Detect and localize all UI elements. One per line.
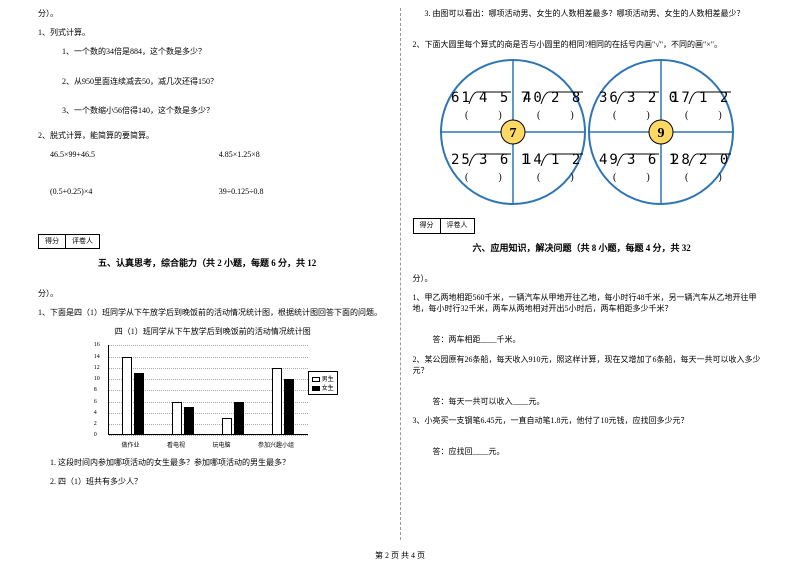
problem-circle: 36 3 2 0 ( ) 17 1 2 8 ( ) 49 3 6 1 ( ) 2… [587, 58, 735, 206]
bar-group [272, 368, 294, 436]
x-label: 玩电脑 [212, 440, 230, 449]
score-box: 得分 评卷人 [413, 218, 475, 234]
svg-text:1 2 8: 1 2 8 [551, 152, 587, 168]
svg-text:( ): ( ) [537, 172, 574, 183]
svg-text:1 2 8: 1 2 8 [699, 90, 735, 106]
p1: 1、甲乙两地相距560千米，一辆汽车从甲地开往乙地，每小时行48千米，另一辆汽车… [413, 292, 763, 314]
score-label: 得分 [39, 235, 66, 249]
p3: 3、小亮买一支钢笔6.45元，一直自动笔1.8元，他付了10元钱，应找回多少元？ [413, 415, 763, 426]
svg-text:( ): ( ) [465, 110, 502, 121]
y-tick: 14 [94, 354, 100, 360]
q2-row1: 46.5×99+46.5 4.85×1.25×8 [38, 149, 388, 160]
legend-boy-swatch [312, 377, 320, 382]
bar-boy [172, 402, 182, 436]
grader-label: 评卷人 [441, 219, 474, 233]
bar-boy [272, 368, 282, 436]
svg-text:( ): ( ) [613, 172, 650, 183]
bar-girl [234, 402, 244, 436]
p3-ans: 答：应找回____元。 [433, 446, 763, 457]
bar-boy [122, 357, 132, 436]
page-footer: 第 2 页 共 4 页 [0, 550, 800, 561]
division-problem: 61 4 5 7 ( ) [451, 90, 531, 121]
left-column: 分）。 1、列式计算。 1、一个数的34倍是884，这个数是多少？ 2、从950… [30, 8, 396, 540]
l1-sub2: 2. 四（1）班共有多少人？ [38, 476, 388, 487]
svg-text:( ): ( ) [685, 110, 722, 121]
r3: 3. 由图可以看出：哪项活动男、女生的人数相差最多？哪项活动男、女生的人数相差最… [413, 8, 763, 19]
y-tick: 16 [94, 342, 100, 348]
legend-girl-label: 女生 [322, 386, 334, 392]
expr-c: (0.5+0.25)×4 [50, 186, 219, 197]
q2: 2、脱式计算，能简算的要简算。 [38, 130, 388, 141]
score-label: 得分 [414, 219, 441, 233]
section-5-tail: 分）。 [38, 288, 388, 299]
division-problem: 17 1 2 8 ( ) [671, 90, 735, 121]
l1-text: 1、下面是四（1）班同学从下午放学后到晚饭前的活动情况统计图，根据统计图回答下面… [38, 307, 388, 318]
expr-a: 46.5×99+46.5 [50, 149, 219, 160]
bar-girl [284, 379, 294, 435]
bar-group [172, 402, 194, 436]
problem-circle: 61 4 5 7 ( ) 40 2 8 1 ( ) 25 3 6 1 ( ) 1… [439, 58, 587, 206]
division-problem: 49 3 6 1 ( ) [599, 152, 679, 183]
rq2: 2、下面大圆里每个算式的商是否与小圆里的相同?相同的在括号内画"√"，不同的画"… [413, 39, 763, 50]
division-problem: 40 2 8 1 ( ) [523, 90, 587, 121]
prev-tail: 分）。 [38, 8, 388, 19]
p2: 2、某公园原有26条船，每天收入910元，照这样计算，现在又增加了6条船，每天一… [413, 354, 763, 376]
center-value: 7 [510, 126, 517, 141]
q1: 1、列式计算。 [38, 27, 388, 38]
bar-boy [222, 418, 232, 435]
chart-title: 四（1）班同学从下午放学后到晚饭前的活动情况统计图 [38, 326, 388, 337]
x-label: 看电视 [167, 440, 185, 449]
y-tick: 12 [94, 365, 100, 371]
division-problem: 36 3 2 0 ( ) [599, 90, 679, 121]
y-tick: 0 [94, 432, 97, 438]
x-label: 参加兴趣小组 [258, 440, 294, 449]
svg-text:( ): ( ) [613, 110, 650, 121]
division-problem: 14 1 2 8 ( ) [523, 152, 587, 183]
legend-girl-swatch [312, 386, 320, 391]
y-tick: 8 [94, 387, 97, 393]
q1-1: 1、一个数的34倍是884，这个数是多少？ [38, 46, 388, 57]
section-6-title: 六、应用知识，解决问题（共 8 小题，每题 4 分，共 32 [413, 242, 763, 255]
column-divider [400, 8, 401, 540]
bar-girl [134, 373, 144, 435]
score-box: 得分 评卷人 [38, 234, 100, 250]
svg-text:( ): ( ) [685, 172, 722, 183]
q2-row2: (0.5+0.25)×4 39÷0.125÷0.8 [38, 186, 388, 197]
bar-girl [184, 407, 194, 435]
bar-group [222, 402, 244, 436]
p1-ans: 答：两车相距____千米。 [433, 334, 763, 345]
y-tick: 2 [94, 421, 97, 427]
page: 分）。 1、列式计算。 1、一个数的34倍是884，这个数是多少？ 2、从950… [0, 0, 800, 540]
circles-figure: 61 4 5 7 ( ) 40 2 8 1 ( ) 25 3 6 1 ( ) 1… [413, 58, 763, 208]
l1-sub1: 1. 这段时间内参加哪项活动的女生最多？参加哪项活动的男生最多？ [38, 457, 388, 468]
svg-text:2 8 1: 2 8 1 [551, 90, 587, 106]
right-column: 3. 由图可以看出：哪项活动男、女生的人数相差最多？哪项活动男、女生的人数相差最… [405, 8, 771, 540]
chart-container: 四（1）班同学从下午放学后到晚饭前的活动情况统计图 做作业 看电视 玩电脑 参加兴趣小… [38, 326, 388, 453]
score-row-6: 得分 评卷人 [413, 218, 763, 234]
division-problem: 25 3 6 1 ( ) [451, 152, 531, 183]
svg-text:( ): ( ) [537, 110, 574, 121]
svg-text:( ): ( ) [465, 172, 502, 183]
y-tick: 10 [94, 376, 100, 382]
bar-group [122, 357, 144, 436]
section-5-title: 五、认真思考，综合能力（共 2 小题，每题 6 分，共 12 [38, 257, 388, 270]
section-6-tail: 分）。 [413, 273, 763, 284]
q1-3: 3、一个数缩小56倍得140，这个数是多少？ [38, 105, 388, 116]
grader-label: 评卷人 [66, 235, 99, 249]
center-value: 9 [658, 126, 665, 141]
expr-d: 39÷0.125÷0.8 [219, 186, 388, 197]
legend: 男生 女生 [308, 371, 338, 395]
activity-bar-chart: 做作业 看电视 玩电脑 参加兴趣小组 男生 女生 0 2 4 6 8 10 12 14 16 [88, 341, 338, 451]
x-label: 做作业 [121, 440, 139, 449]
score-row-5: 得分 评卷人 [38, 234, 388, 250]
q1-2: 2、从950里面连续减去50，减几次还得150？ [38, 76, 388, 87]
y-tick: 4 [94, 410, 97, 416]
division-problem: 28 2 0 6 ( ) [671, 152, 735, 183]
y-tick: 6 [94, 399, 97, 405]
p2-ans: 答：每天一共可以收入____元。 [433, 396, 763, 407]
svg-text:2 0 6: 2 0 6 [699, 152, 735, 168]
expr-b: 4.85×1.25×8 [219, 149, 388, 160]
